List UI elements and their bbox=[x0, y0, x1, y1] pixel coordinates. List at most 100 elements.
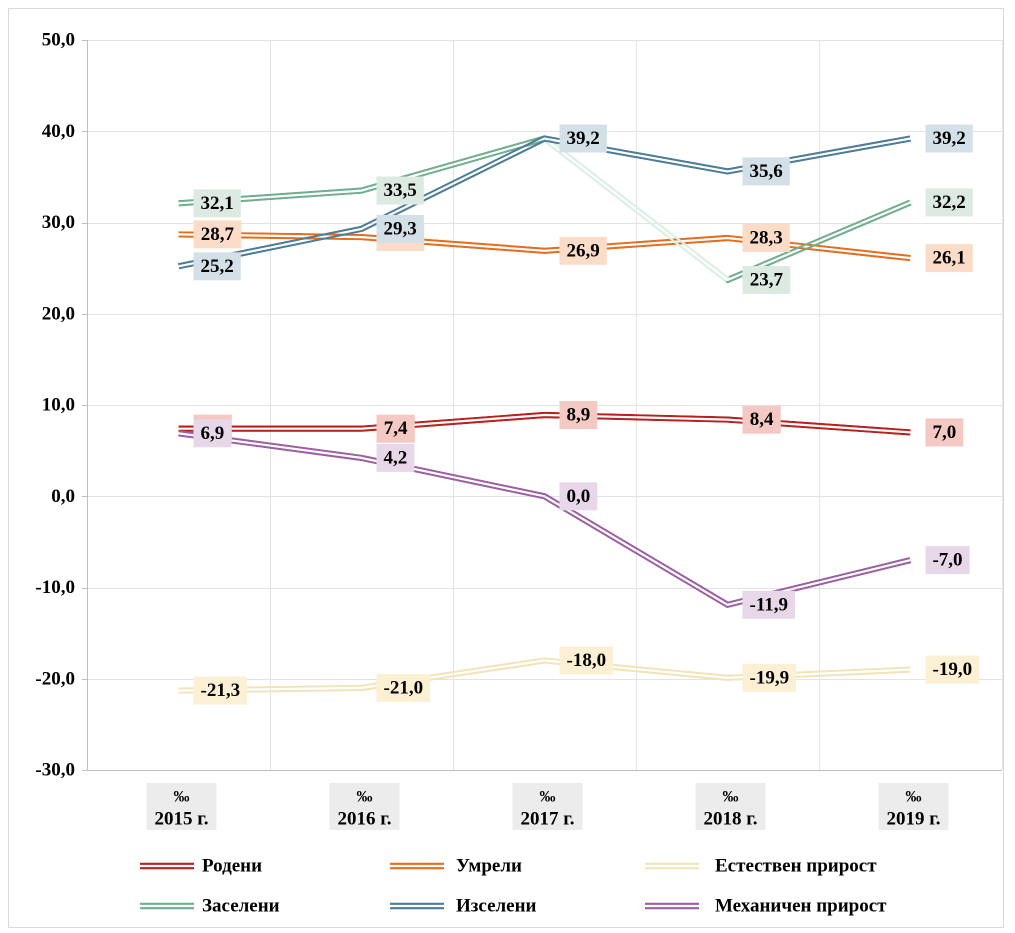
data-label-text: 28,7 bbox=[201, 224, 235, 245]
data-label-net-migration: 6,9 bbox=[193, 419, 232, 448]
y-tick-label: 0,0 bbox=[51, 486, 75, 507]
legend-swatch bbox=[645, 862, 699, 870]
legend: Родени Умрели Естествен прирост Заселени Изс… bbox=[140, 856, 887, 917]
data-label-text: -11,9 bbox=[750, 594, 789, 615]
data-label-box bbox=[742, 224, 790, 252]
legend-item-natural-increase: Естествен прирост bbox=[645, 856, 877, 877]
category-year: 2018 г. bbox=[704, 809, 758, 830]
category-label: ‰ 2019 г. bbox=[878, 783, 949, 830]
series-path-net-migration bbox=[178, 430, 912, 608]
y-tick-label: 40,0 bbox=[42, 121, 75, 142]
data-label-text: -21,0 bbox=[384, 677, 424, 698]
legend-item-net-migration: Механичен прирост bbox=[645, 896, 887, 917]
data-label-text: 4,2 bbox=[384, 447, 408, 468]
legend-item-emigrants: Изселени bbox=[390, 896, 537, 917]
data-label-text: -21,3 bbox=[201, 680, 241, 701]
category-unit: ‰ bbox=[723, 789, 739, 806]
data-label-text: -19,0 bbox=[933, 659, 973, 680]
data-label-text: 7,0 bbox=[933, 422, 957, 443]
data-label-box bbox=[742, 266, 791, 294]
data-label-emigrants: 39,2 bbox=[559, 124, 607, 153]
data-label-births: 7,4 bbox=[376, 414, 415, 443]
data-label-box bbox=[559, 401, 598, 429]
data-label-deaths: 26,1 bbox=[925, 244, 973, 273]
data-label-emigrants: 39,2 bbox=[925, 124, 973, 153]
data-label-natural-increase: -21,0 bbox=[376, 673, 431, 702]
legend-label: Изселени bbox=[456, 896, 537, 917]
category-year: 2015 г. bbox=[155, 809, 209, 830]
data-label-box bbox=[925, 546, 970, 575]
category-unit: ‰ bbox=[906, 789, 922, 806]
category-year: 2019 г. bbox=[887, 809, 941, 830]
data-label-text: 8,4 bbox=[750, 409, 774, 430]
legend-item-deaths: Умрели bbox=[390, 856, 522, 877]
chart-border bbox=[8, 8, 1004, 928]
data-label-box bbox=[742, 157, 790, 186]
category-label-box bbox=[512, 783, 583, 830]
x-axis-categories: ‰ 2015 г. ‰ 2016 г. ‰ 2017 г. ‰ 2018 г. ‰ 2019 г. bbox=[146, 783, 949, 830]
data-label-box bbox=[559, 646, 614, 675]
legend-label: Умрели bbox=[456, 856, 522, 877]
data-label-natural-increase: -19,9 bbox=[742, 663, 797, 692]
data-label-net-migration: -11,9 bbox=[742, 590, 795, 619]
data-label-box bbox=[559, 482, 598, 511]
y-tick-label: 50,0 bbox=[42, 30, 75, 51]
series-line-births bbox=[178, 411, 911, 436]
data-label-text: 7,4 bbox=[384, 418, 408, 439]
data-label-text: 26,9 bbox=[566, 240, 599, 261]
data-label-text: 29,3 bbox=[383, 218, 416, 239]
category-label-box bbox=[146, 783, 217, 830]
legend-swatch bbox=[140, 902, 194, 910]
data-labels: 7,4 8,9 8,4 7,0 28,7 26,9 28,3 26,1 -21,3 -21,0 -1… bbox=[193, 124, 980, 705]
category-label: ‰ 2015 г. bbox=[146, 783, 217, 830]
series-line-net-migration bbox=[178, 430, 912, 608]
category-label-box bbox=[329, 783, 400, 830]
data-label-box bbox=[925, 418, 964, 447]
data-label-box bbox=[376, 414, 415, 443]
category-label-box bbox=[878, 783, 949, 830]
data-label-text: 35,6 bbox=[749, 161, 782, 182]
category-year: 2016 г. bbox=[338, 809, 392, 830]
category-label: ‰ 2017 г. bbox=[512, 783, 583, 830]
data-label-text: 23,7 bbox=[750, 270, 784, 291]
data-label-box bbox=[742, 405, 781, 434]
data-label-text: 39,2 bbox=[932, 128, 965, 149]
data-label-box bbox=[925, 244, 973, 273]
data-label-births: 8,9 bbox=[559, 401, 598, 429]
legend-label: Заселени bbox=[202, 896, 280, 917]
axes: 50,0 40,0 30,0 20,0 10,0 0,0 -10,0 -20,0 -30,0 bbox=[35, 30, 1002, 781]
data-label-box bbox=[559, 124, 607, 153]
data-label-text: 8,9 bbox=[567, 405, 591, 426]
y-tick-label: 30,0 bbox=[42, 212, 75, 233]
data-label-text: 32,2 bbox=[932, 192, 965, 213]
data-label-box bbox=[925, 655, 980, 684]
data-label-box bbox=[376, 443, 415, 472]
data-label-text: 0,0 bbox=[567, 486, 591, 507]
data-label-immigrants: 32,2 bbox=[925, 188, 973, 217]
y-tick-label: 10,0 bbox=[42, 395, 75, 416]
data-label-text: -7,0 bbox=[932, 550, 962, 571]
data-label-emigrants: 29,3 bbox=[376, 214, 424, 243]
data-label-natural-increase: -21,3 bbox=[193, 676, 248, 705]
y-tick-label: -30,0 bbox=[35, 760, 75, 781]
category-year: 2017 г. bbox=[521, 809, 575, 830]
data-label-deaths: 28,7 bbox=[193, 220, 242, 249]
category-label-box bbox=[695, 783, 766, 830]
data-label-immigrants: 33,5 bbox=[376, 176, 424, 205]
category-label: ‰ 2018 г. bbox=[695, 783, 766, 830]
data-label-box bbox=[193, 252, 241, 281]
category-unit: ‰ bbox=[540, 789, 556, 806]
data-label-text: 6,9 bbox=[201, 423, 225, 444]
category-unit: ‰ bbox=[357, 789, 373, 806]
data-label-natural-increase: -18,0 bbox=[559, 646, 614, 675]
legend-label: Родени bbox=[202, 856, 262, 877]
category-label: ‰ 2016 г. bbox=[329, 783, 400, 830]
data-label-box bbox=[742, 590, 795, 619]
data-label-box bbox=[376, 214, 424, 243]
data-label-immigrants: 23,7 bbox=[742, 266, 791, 294]
data-label-box bbox=[925, 124, 973, 153]
data-label-box bbox=[193, 220, 242, 249]
data-label-deaths: 26,9 bbox=[559, 236, 607, 265]
series-path-births bbox=[178, 411, 911, 436]
